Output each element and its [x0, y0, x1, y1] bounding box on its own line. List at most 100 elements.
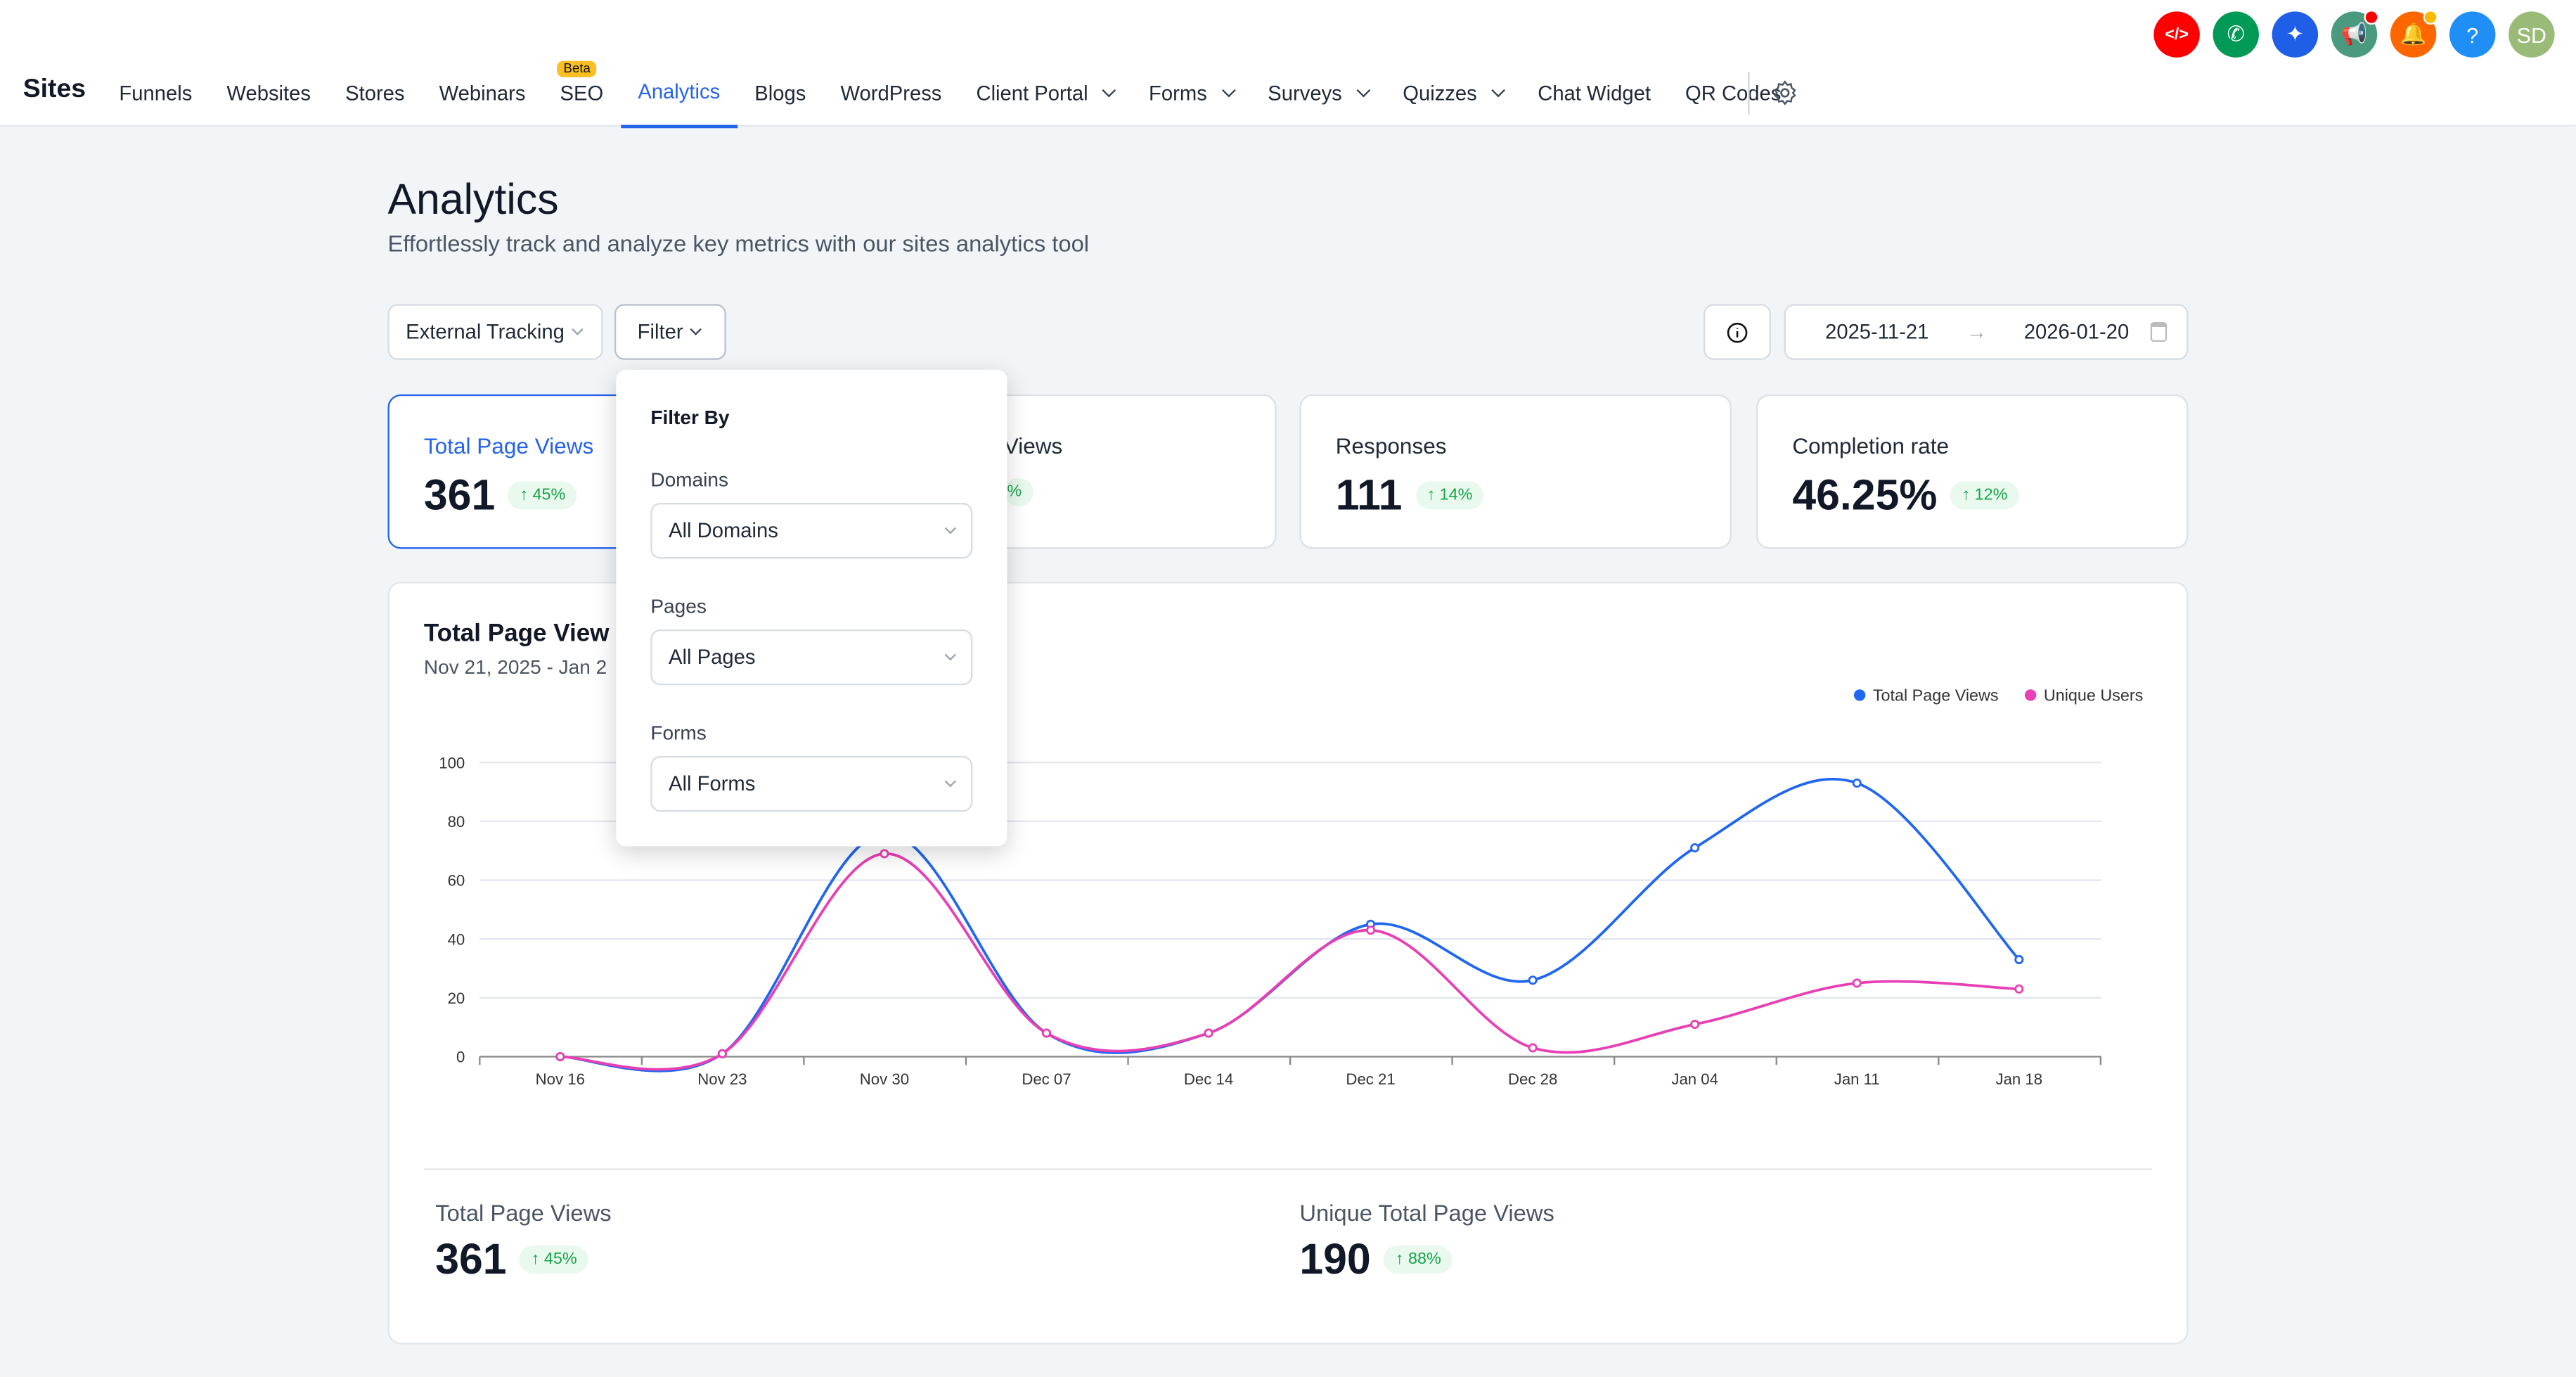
data-point: [1690, 1019, 1700, 1030]
bell-icon[interactable]: 🔔: [2390, 10, 2438, 58]
filter-label: Filter: [637, 320, 683, 344]
nav-tab-label: Quizzes: [1403, 82, 1477, 105]
summary-value: 361: [435, 1234, 507, 1283]
metric-card-responses[interactable]: Responses 111 ↑ 14%: [1299, 394, 1732, 549]
forms-value: All Forms: [669, 772, 756, 795]
page-subtitle: Effortlessly track and analyze key metri…: [387, 230, 1090, 257]
nav-tab-label: Analytics: [638, 80, 721, 104]
tracking-select-value: External Tracking: [406, 320, 565, 344]
sparkle-icon[interactable]: ✦: [2272, 11, 2319, 58]
megaphone-icon[interactable]: 📢: [2331, 10, 2379, 58]
summary-value: 190: [1299, 1234, 1371, 1283]
top-navigation: Sites Funnels Websites Stores Webinars SEO An…: [0, 0, 2576, 129]
metric-value: 46.25%: [1792, 470, 1938, 520]
change-badge: ↑ 45%: [508, 481, 577, 510]
help-icon[interactable]: ?: [2449, 11, 2496, 58]
x-tick-label: Jan 11: [1834, 1070, 1880, 1088]
data-point: [717, 1049, 727, 1058]
chart-title: Total Page View: [423, 619, 610, 648]
filter-popup: Filter By Domains All Domains Pages All …: [616, 369, 1007, 847]
tracking-select[interactable]: External Tracking: [387, 304, 603, 360]
page-title: Analytics: [387, 174, 559, 224]
forms-select[interactable]: All Forms: [650, 755, 973, 812]
metric-title: Views: [1003, 433, 1063, 459]
nav-tab-surveys[interactable]: Surveys: [1251, 72, 1386, 128]
data-point: [2014, 954, 2024, 965]
nav-tab-seo[interactable]: SEO: [543, 72, 621, 128]
bell-icon-glyph: 🔔: [2400, 21, 2427, 46]
legend-marker: [2024, 689, 2037, 701]
y-tick-label: 80: [448, 813, 465, 831]
phone-icon[interactable]: ✆: [2213, 11, 2259, 58]
x-tick-label: Dec 07: [1022, 1070, 1071, 1088]
summary-title: Unique Total Page Views: [1299, 1199, 1554, 1227]
metric-title: Total Page Views: [423, 433, 594, 459]
notification-dot: [2364, 10, 2379, 25]
domains-select[interactable]: All Domains: [650, 503, 973, 559]
nav-tab-quizzes[interactable]: Quizzes: [1386, 72, 1521, 128]
x-tick-label: Nov 16: [536, 1070, 585, 1088]
x-tick-label: Jan 04: [1671, 1070, 1718, 1088]
nav-tab-label: Forms: [1149, 82, 1207, 105]
filter-popup-title: Filter By: [650, 406, 730, 429]
change-badge: %: [1003, 478, 1033, 506]
nav-tab-client-portal[interactable]: Client Portal: [959, 72, 1132, 128]
avatar[interactable]: SD: [2509, 11, 2555, 58]
metric-card-completion-rate[interactable]: Completion rate 46.25% ↑ 12%: [1756, 394, 2189, 549]
summary-title: Total Page Views: [435, 1199, 612, 1227]
metric-value: 361: [423, 470, 496, 520]
pages-select[interactable]: All Pages: [650, 629, 973, 686]
date-range-picker[interactable]: 2025-11-21 → 2026-01-20: [1784, 304, 2189, 360]
legend-label: Unique Users: [2044, 686, 2144, 705]
data-point: [1041, 1028, 1052, 1038]
help-icon-glyph: ?: [2466, 22, 2479, 47]
y-tick-label: 40: [448, 930, 465, 948]
end-date[interactable]: 2026-01-20: [2023, 320, 2130, 344]
chevron-down-icon: [944, 775, 957, 788]
nav-tab-label: Websites: [226, 82, 311, 105]
data-point: [1366, 926, 1376, 935]
nav-tab-forms[interactable]: Forms: [1132, 72, 1251, 128]
arrow-right-icon: →: [1966, 320, 1988, 344]
code-icon[interactable]: </>: [2153, 11, 2200, 58]
brand-title: Sites: [22, 75, 86, 104]
start-date[interactable]: 2025-11-21: [1825, 320, 1929, 344]
nav-tab-label: SEO: [560, 82, 604, 105]
nav-tab-label: QR Codes: [1685, 82, 1782, 105]
nav-tab-funnels[interactable]: Funnels: [102, 72, 210, 128]
nav-tab-wordpress[interactable]: WordPress: [823, 72, 959, 128]
gear-icon[interactable]: [1771, 79, 1799, 107]
nav-tab-label: Stores: [345, 82, 405, 105]
nav-tab-label: Webinars: [439, 82, 526, 105]
nav-tab-chat-widget[interactable]: Chat Widget: [1521, 72, 1668, 128]
series-line-1: [560, 852, 2019, 1071]
nav-tab-stores[interactable]: Stores: [328, 72, 423, 128]
calendar-icon: [2150, 321, 2168, 342]
data-point: [1204, 1028, 1213, 1038]
x-tick-label: Dec 28: [1508, 1070, 1557, 1088]
nav-tab-blogs[interactable]: Blogs: [738, 72, 823, 128]
megaphone-icon-glyph: 📢: [2340, 21, 2368, 46]
change-badge: ↑ 88%: [1384, 1245, 1453, 1274]
nav-tab-qr-codes[interactable]: QR Codes: [1668, 72, 1798, 128]
legend-marker: [1853, 689, 1866, 701]
data-point: [2014, 984, 2024, 994]
data-point: [880, 849, 889, 859]
sparkle-icon-glyph: ✦: [2286, 21, 2305, 46]
domains-value: All Domains: [669, 519, 778, 543]
data-point: [1690, 843, 1700, 853]
nav-tab-websites[interactable]: Websites: [210, 72, 328, 128]
legend-label: Total Page Views: [1873, 686, 1999, 705]
filter-button[interactable]: Filter: [614, 304, 726, 360]
y-tick-label: 60: [448, 872, 465, 890]
avatar-glyph: SD: [2516, 22, 2546, 47]
forms-label: Forms: [650, 721, 707, 745]
y-tick-label: 100: [439, 754, 465, 771]
y-tick-label: 20: [448, 989, 465, 1007]
chevron-down-icon: [944, 648, 957, 661]
nav-tab-analytics[interactable]: Analytics: [620, 72, 738, 129]
info-button[interactable]: [1704, 304, 1771, 360]
change-badge: ↑ 14%: [1415, 481, 1484, 510]
data-point: [1528, 1043, 1538, 1053]
nav-tab-webinars[interactable]: Webinars: [422, 72, 543, 128]
